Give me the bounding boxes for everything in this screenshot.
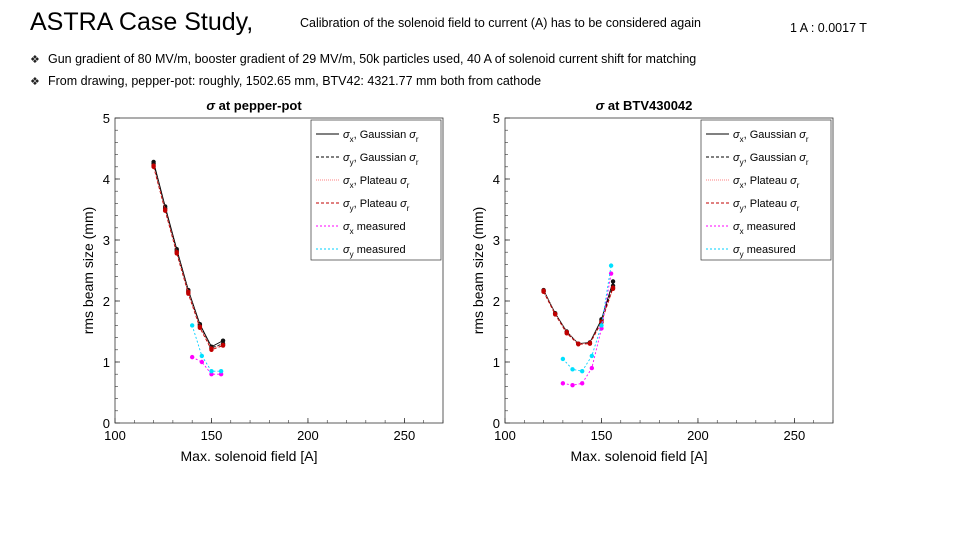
data-point (162, 208, 168, 213)
legend-box (700, 119, 832, 261)
data-point (552, 312, 558, 317)
y-tick-label: 2 (103, 294, 110, 309)
y-tick-label: 0 (493, 416, 500, 431)
chart-title: σ at BTV430042 (596, 98, 693, 113)
data-point (189, 323, 195, 328)
series-group (560, 271, 614, 388)
data-point (610, 279, 616, 284)
data-point (197, 325, 203, 331)
x-tick-label: 100 (104, 428, 126, 443)
y-axis-label: rms beam size (mm) (80, 207, 96, 335)
y-tick-label: 4 (493, 172, 500, 187)
bullet-text: From drawing, pepper-pot: roughly, 1502.… (48, 74, 542, 88)
legend-entry: σx measured (343, 221, 406, 236)
y-tick-label: 2 (493, 294, 500, 309)
data-point (576, 342, 581, 347)
series-group (541, 285, 616, 347)
data-point (579, 381, 585, 386)
legend-entry: σx, Plateau σr (343, 175, 410, 190)
series-group (151, 164, 226, 352)
legend-entry: σy, Plateau σr (733, 198, 800, 213)
y-tick-label: 3 (103, 233, 110, 248)
legend-entry: σy measured (343, 244, 406, 259)
legend-entry: σx, Gaussian σr (343, 129, 419, 144)
slide-subtitle: Calibration of the solenoid field to cur… (300, 16, 701, 30)
x-axis-label: Max. solenoid field [A] (181, 448, 318, 464)
btv430042-chart: σ at BTV430042 100 150 200 250 0 1 2 3 4 5 Max. sol… (470, 98, 834, 464)
legend-entry: σx, Gaussian σr (733, 129, 809, 144)
slide-title: ASTRA Case Study, (30, 8, 254, 36)
chart-title: σ at pepper-pot (206, 98, 302, 113)
y-tick-label: 1 (103, 355, 110, 370)
legend-entry: σy measured (733, 244, 796, 259)
series-line (562, 265, 612, 372)
calibration-ratio: 1 A : 0.0017 T (790, 21, 867, 35)
x-tick-label: 100 (494, 428, 516, 443)
data-point (570, 367, 575, 372)
series-group (189, 323, 224, 374)
data-point (560, 356, 566, 362)
data-point (209, 372, 214, 377)
data-point (541, 289, 546, 295)
y-axis-label: rms beam size (mm) (470, 207, 486, 335)
data-point (589, 365, 595, 371)
legend-entry: σx, Plateau σr (733, 175, 800, 190)
bullet-list: ❖ Gun gradient of 80 MV/m, booster gradi… (30, 48, 696, 92)
data-point (589, 353, 595, 359)
data-point (209, 347, 214, 352)
series-group (189, 354, 224, 377)
legend-entry: σy, Gaussian σr (343, 152, 419, 167)
data-point (186, 291, 191, 296)
bullet-item: ❖ From drawing, pepper-pot: roughly, 150… (30, 70, 696, 92)
bullet-item: ❖ Gun gradient of 80 MV/m, booster gradi… (30, 48, 696, 70)
diamond-bullet-icon: ❖ (30, 53, 40, 66)
data-point (174, 251, 179, 256)
x-tick-label: 200 (687, 428, 709, 443)
y-tick-label: 4 (103, 172, 110, 187)
legend-entry: σx measured (733, 221, 796, 236)
diamond-bullet-icon: ❖ (30, 75, 40, 88)
data-point (608, 263, 614, 268)
data-point (560, 381, 566, 386)
x-tick-label: 250 (784, 428, 806, 443)
data-point (218, 368, 224, 374)
data-point (199, 353, 205, 359)
x-tick-label: 250 (394, 428, 416, 443)
y-tick-label: 1 (493, 355, 500, 370)
x-tick-label: 150 (591, 428, 613, 443)
series-line (191, 325, 222, 372)
data-point (587, 341, 593, 346)
data-point (218, 372, 224, 377)
data-point (599, 323, 604, 328)
legend-entry: σy, Plateau σr (343, 198, 410, 213)
series-group (560, 263, 614, 374)
data-point (220, 338, 226, 343)
data-point (199, 359, 205, 365)
series-line (191, 356, 222, 375)
legend-entry: σy, Gaussian σr (733, 152, 809, 167)
bullet-text: Gun gradient of 80 MV/m, booster gradien… (48, 52, 697, 66)
data-point (189, 354, 195, 360)
data-point (564, 331, 569, 336)
data-point (151, 164, 156, 169)
pepper-pot-chart: σ at pepper-pot 100 150 200 250 0 1 2 3 4 5 Max. so… (80, 98, 444, 464)
legend-box (310, 119, 442, 261)
data-point (209, 368, 214, 374)
x-axis-label: Max. solenoid field [A] (571, 448, 708, 464)
x-tick-label: 150 (201, 428, 223, 443)
y-tick-label: 0 (103, 416, 110, 431)
x-tick-label: 200 (297, 428, 319, 443)
data-point (220, 343, 226, 348)
data-point (579, 368, 585, 374)
y-tick-label: 3 (493, 233, 500, 248)
y-tick-label: 5 (103, 111, 110, 126)
data-point (570, 382, 575, 388)
data-point (610, 285, 616, 290)
y-tick-label: 5 (493, 111, 500, 126)
